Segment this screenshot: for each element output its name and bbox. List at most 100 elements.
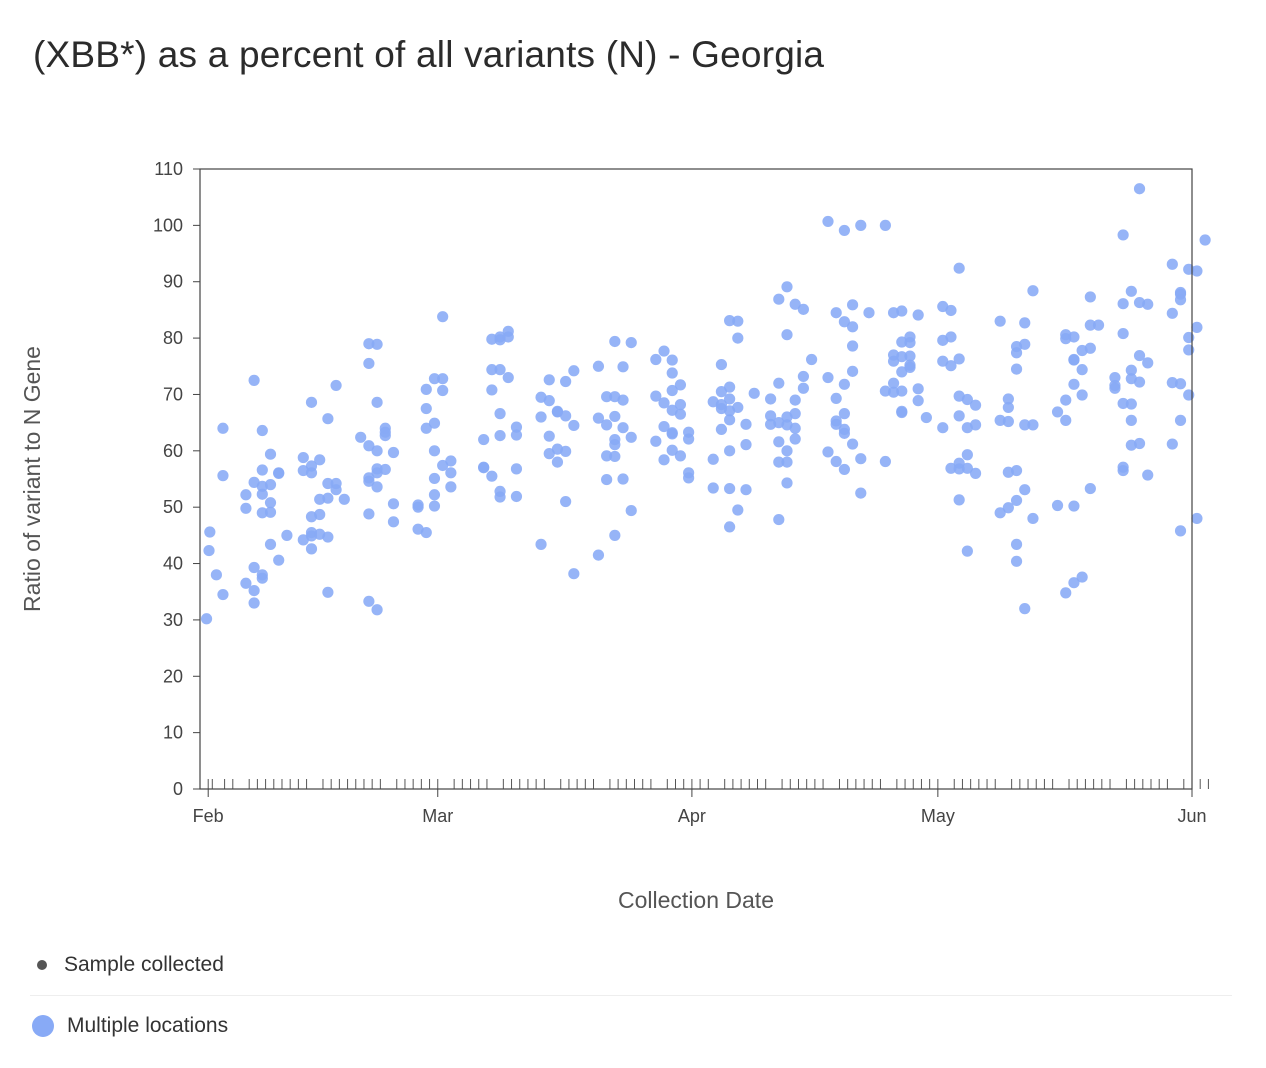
data-point (789, 433, 801, 445)
data-point (494, 430, 506, 442)
data-point (1174, 414, 1187, 426)
data-point (1109, 371, 1121, 384)
data-point (412, 499, 424, 511)
data-point (846, 321, 859, 333)
data-point (617, 422, 629, 434)
data-point (715, 399, 728, 411)
data-point (1109, 379, 1121, 392)
data-point (1051, 499, 1064, 512)
data-point (240, 577, 252, 589)
data-point (437, 384, 449, 397)
data-point (1125, 364, 1137, 376)
data-point (953, 353, 965, 365)
data-point (486, 470, 498, 482)
data-point (502, 325, 514, 337)
data-point (437, 459, 449, 472)
data-point (387, 446, 400, 459)
data-point (1166, 377, 1178, 389)
data-point (1010, 538, 1023, 550)
data-point (846, 340, 859, 352)
data-point (650, 390, 662, 402)
data-point (732, 332, 744, 344)
data-point (855, 219, 867, 231)
data-point (1133, 376, 1146, 388)
x-tick-label-jun: Jun (1177, 806, 1206, 826)
data-point (248, 561, 260, 574)
data-point (1174, 525, 1187, 537)
data-point (797, 303, 809, 315)
data-point (953, 494, 965, 506)
data-point (543, 430, 555, 442)
data-point (322, 492, 334, 504)
y-tick-label-40: 40 (163, 554, 183, 574)
data-point (363, 357, 375, 370)
data-point (338, 493, 350, 505)
data-point (724, 315, 736, 327)
data-point (724, 482, 736, 495)
data-point (592, 549, 605, 561)
data-point (1060, 587, 1072, 599)
data-point (838, 423, 850, 435)
data-point (1019, 419, 1031, 431)
data-point (740, 484, 752, 496)
data-point (994, 414, 1006, 426)
y-tick-label-80: 80 (163, 328, 183, 348)
y-tick-label-110: 110 (154, 159, 183, 179)
data-point (658, 454, 670, 466)
data-point (420, 422, 432, 434)
data-point (715, 386, 728, 398)
data-point (264, 506, 277, 518)
data-point (781, 329, 793, 341)
data-point (1133, 183, 1146, 195)
data-point (478, 433, 490, 446)
data-point (879, 455, 891, 468)
y-tick-label-0: 0 (173, 779, 183, 799)
data-point (830, 455, 842, 468)
data-point (1133, 349, 1146, 362)
data-point (904, 331, 916, 343)
data-point (617, 361, 629, 373)
data-point (601, 473, 613, 486)
data-point (264, 538, 277, 550)
data-point (1068, 378, 1080, 390)
data-point (896, 351, 908, 363)
data-point (601, 391, 613, 403)
data-point (838, 316, 850, 328)
data-point (486, 384, 498, 396)
data-point (494, 408, 506, 420)
data-point (732, 401, 744, 414)
data-point (625, 504, 637, 517)
data-point (904, 350, 916, 362)
y-tick-label-60: 60 (163, 441, 183, 461)
data-point (1191, 265, 1203, 277)
data-point (1092, 319, 1105, 331)
data-point (1166, 438, 1178, 450)
data-point (781, 281, 793, 293)
data-point (1060, 414, 1072, 426)
sample-ticks (207, 779, 1209, 789)
data-point (1174, 286, 1187, 299)
data-point (322, 531, 334, 543)
data-point (1199, 234, 1211, 246)
data-point (674, 408, 687, 420)
data-point (732, 315, 744, 327)
data-point (204, 526, 216, 538)
data-point (1117, 461, 1129, 473)
data-point (805, 353, 818, 366)
data-point (371, 463, 383, 475)
data-point (264, 497, 277, 509)
data-point (217, 588, 229, 601)
data-point (912, 395, 924, 407)
data-point (1117, 229, 1129, 241)
data-point (773, 513, 785, 526)
data-point (1010, 555, 1023, 567)
data-point (666, 427, 678, 439)
data-point (445, 455, 457, 467)
data-point (617, 394, 629, 406)
data-point (264, 479, 277, 491)
data-point (1191, 512, 1203, 525)
data-point (240, 502, 252, 514)
data-point (838, 224, 850, 237)
data-point (715, 423, 728, 435)
data-point (203, 544, 215, 557)
